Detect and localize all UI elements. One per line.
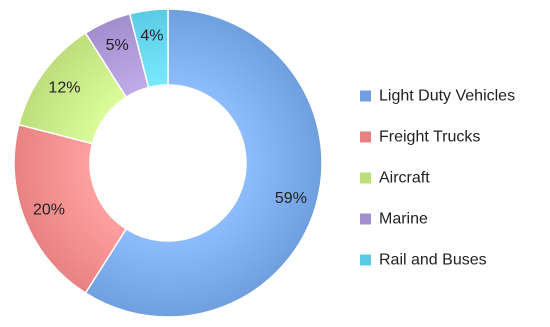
slice-label-freight-trucks: 20% xyxy=(33,202,65,219)
legend-swatch-freight-trucks xyxy=(360,131,371,143)
slice-label-aircraft: 12% xyxy=(48,79,80,96)
legend-label-freight-trucks: Freight Trucks xyxy=(379,129,480,146)
legend-item-aircraft: Aircraft xyxy=(360,170,430,187)
legend-swatch-marine xyxy=(360,213,371,225)
slice-rail-and-buses xyxy=(128,8,169,89)
legend-label-aircraft: Aircraft xyxy=(379,170,430,187)
slice-labels-layer: 59% 20% 12% 5% 4% xyxy=(33,28,307,219)
legend: Light Duty Vehicles Freight Trucks Aircraf… xyxy=(360,88,515,269)
legend-item-freight-trucks: Freight Trucks xyxy=(360,129,480,146)
slice-label-rail-and-buses: 4% xyxy=(140,28,163,45)
slice-label-light-duty-vehicles: 59% xyxy=(275,190,307,207)
legend-label-rail-and-buses: Rail and Buses xyxy=(379,252,487,269)
legend-swatch-aircraft xyxy=(360,172,371,184)
slice-label-marine: 5% xyxy=(106,37,129,54)
slice-light-duty-vehicles xyxy=(84,8,323,318)
legend-item-light-duty-vehicles: Light Duty Vehicles xyxy=(360,88,515,105)
legend-item-rail-and-buses: Rail and Buses xyxy=(360,252,487,269)
legend-label-marine: Marine xyxy=(379,211,428,228)
legend-label-light-duty-vehicles: Light Duty Vehicles xyxy=(379,88,515,105)
legend-swatch-rail-and-buses xyxy=(360,254,371,266)
slice-freight-trucks xyxy=(13,123,128,295)
legend-swatch-light-duty-vehicles xyxy=(360,90,371,102)
legend-item-marine: Marine xyxy=(360,211,428,228)
slices-layer xyxy=(13,8,323,318)
